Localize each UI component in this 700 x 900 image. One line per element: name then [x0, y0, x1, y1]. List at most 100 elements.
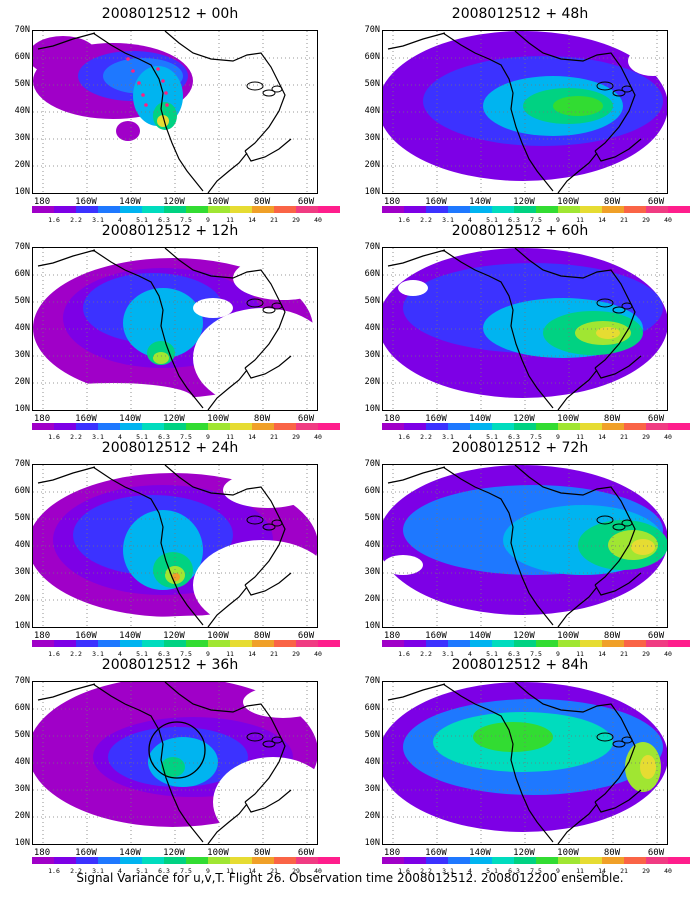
- colorbar-label: 5.1: [486, 650, 498, 658]
- y-tick-label: 10N: [14, 187, 30, 197]
- colorbar-label: 29: [292, 216, 300, 224]
- colorbar-label: 40: [664, 433, 672, 441]
- colorbar-swatch: [164, 423, 186, 430]
- forecast-panel: 2008012512 + 24h 70N 60N 50N 40N 30N 20N 10N 180…: [0, 440, 340, 658]
- colorbar-label: 40: [314, 433, 322, 441]
- colorbar-swatch: [536, 857, 558, 864]
- colorbar-label: 29: [642, 433, 650, 441]
- no-signal-area: [393, 400, 433, 410]
- y-tick-label: 30N: [14, 350, 30, 360]
- colorbar-label: 6.3: [158, 433, 170, 441]
- x-tick-label: 60W: [297, 197, 315, 207]
- x-tick-label: 100W: [557, 631, 579, 641]
- x-tick-label: 100W: [207, 197, 229, 207]
- x-tick-label: 100W: [207, 631, 229, 641]
- variance-contour: [157, 115, 169, 127]
- no-signal-area: [233, 256, 317, 300]
- y-tick-label: 40N: [364, 757, 380, 767]
- colorbar-swatch: [668, 857, 690, 864]
- x-tick-label: 100W: [207, 414, 229, 424]
- variance-contour: [161, 757, 185, 777]
- no-signal-area: [243, 686, 317, 718]
- panel-title: 2008012512 + 84h: [451, 657, 589, 673]
- y-tick-label: 70N: [364, 242, 380, 252]
- x-tick-label: 60W: [297, 631, 315, 641]
- variance-contour: [116, 121, 140, 141]
- colorbar-swatch: [492, 640, 514, 647]
- y-tick-label: 60N: [14, 703, 30, 713]
- y-tick-label: 20N: [364, 160, 380, 170]
- colorbar-label: 29: [642, 216, 650, 224]
- colorbar-label: 6.3: [508, 433, 520, 441]
- y-tick-label: 20N: [14, 160, 30, 170]
- y-tick-label: 30N: [14, 133, 30, 143]
- colorbar-label: 3.1: [92, 650, 104, 658]
- y-tick-label: 60N: [14, 269, 30, 279]
- colorbar-label: 40: [314, 216, 322, 224]
- colorbar-label: 2.2: [70, 433, 82, 441]
- y-tick-label: 70N: [364, 25, 380, 35]
- colorbar-swatch: [208, 206, 230, 213]
- colorbar-label: 11: [576, 216, 584, 224]
- x-tick-label: 60W: [297, 414, 315, 424]
- x-tick-label: 80W: [253, 848, 271, 858]
- colorbar-label: 21: [270, 867, 278, 875]
- colorbar-label: 5.1: [136, 433, 148, 441]
- colorbar-label: 3.1: [92, 867, 104, 875]
- x-tick-label: 120W: [513, 848, 535, 858]
- colorbar-swatch: [558, 206, 580, 213]
- x-tick-label: 140W: [119, 631, 141, 641]
- colorbar-label: 4: [468, 650, 472, 658]
- x-tick-label: 100W: [557, 197, 579, 207]
- variance-map: [32, 247, 318, 411]
- colorbar-swatch: [186, 857, 208, 864]
- y-tick-label: 70N: [14, 25, 30, 35]
- y-tick-label: 60N: [364, 486, 380, 496]
- y-tick-label: 10N: [364, 187, 380, 197]
- x-tick-label: 80W: [603, 848, 621, 858]
- map-canvas: [33, 465, 317, 627]
- colorbar-swatch: [602, 206, 624, 213]
- y-tick-label: 30N: [364, 133, 380, 143]
- colorbar-swatch: [426, 423, 448, 430]
- y-tick-label: 60N: [364, 703, 380, 713]
- colorbar-swatch: [404, 857, 426, 864]
- variance-map: [382, 681, 668, 845]
- colorbar-swatch: [252, 423, 274, 430]
- colorbar-label: 6.3: [508, 650, 520, 658]
- colorbar-label: 4: [468, 216, 472, 224]
- colorbar-label: 29: [292, 650, 300, 658]
- flight-track-point: [141, 93, 145, 97]
- colorbar-swatch: [252, 857, 274, 864]
- colorbar-label: 11: [576, 867, 584, 875]
- y-tick-label: 40N: [14, 757, 30, 767]
- no-signal-area: [193, 540, 317, 627]
- colorbar-swatch: [98, 423, 120, 430]
- colorbar-swatch: [602, 423, 624, 430]
- colorbar-label: 9: [556, 867, 560, 875]
- colorbar-swatch: [32, 640, 54, 647]
- x-tick-label: 140W: [119, 197, 141, 207]
- x-tick-label: 120W: [163, 848, 185, 858]
- no-signal-area: [193, 33, 313, 89]
- colorbar-label: 3.1: [92, 433, 104, 441]
- y-tick-label: 40N: [364, 540, 380, 550]
- y-tick-label: 10N: [14, 838, 30, 848]
- colorbar-swatch: [164, 206, 186, 213]
- variance-contour: [473, 722, 553, 752]
- colorbar-label: 1.6: [398, 433, 410, 441]
- colorbar-swatch: [382, 206, 404, 213]
- colorbar-swatch: [142, 423, 164, 430]
- colorbar-label: 21: [620, 650, 628, 658]
- colorbar-label: 3.1: [442, 433, 454, 441]
- colorbar-swatch: [646, 206, 668, 213]
- colorbar-label: 11: [226, 433, 234, 441]
- no-signal-area: [213, 757, 317, 844]
- colorbar-swatch: [492, 857, 514, 864]
- colorbar-label: 11: [226, 867, 234, 875]
- colorbar-label: 21: [620, 433, 628, 441]
- colorbar-label: 7.5: [530, 433, 542, 441]
- colorbar-label: 5.1: [486, 216, 498, 224]
- colorbar-label: 9: [206, 650, 210, 658]
- x-tick-label: 180: [383, 848, 401, 858]
